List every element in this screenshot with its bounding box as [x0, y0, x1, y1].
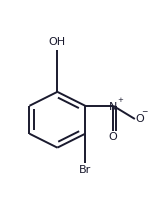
- Text: +: +: [117, 97, 123, 103]
- Text: OH: OH: [49, 37, 66, 47]
- Text: O: O: [136, 114, 144, 124]
- Text: N: N: [109, 101, 117, 112]
- Text: Br: Br: [79, 166, 91, 175]
- Text: −: −: [141, 107, 147, 116]
- Text: O: O: [109, 132, 117, 142]
